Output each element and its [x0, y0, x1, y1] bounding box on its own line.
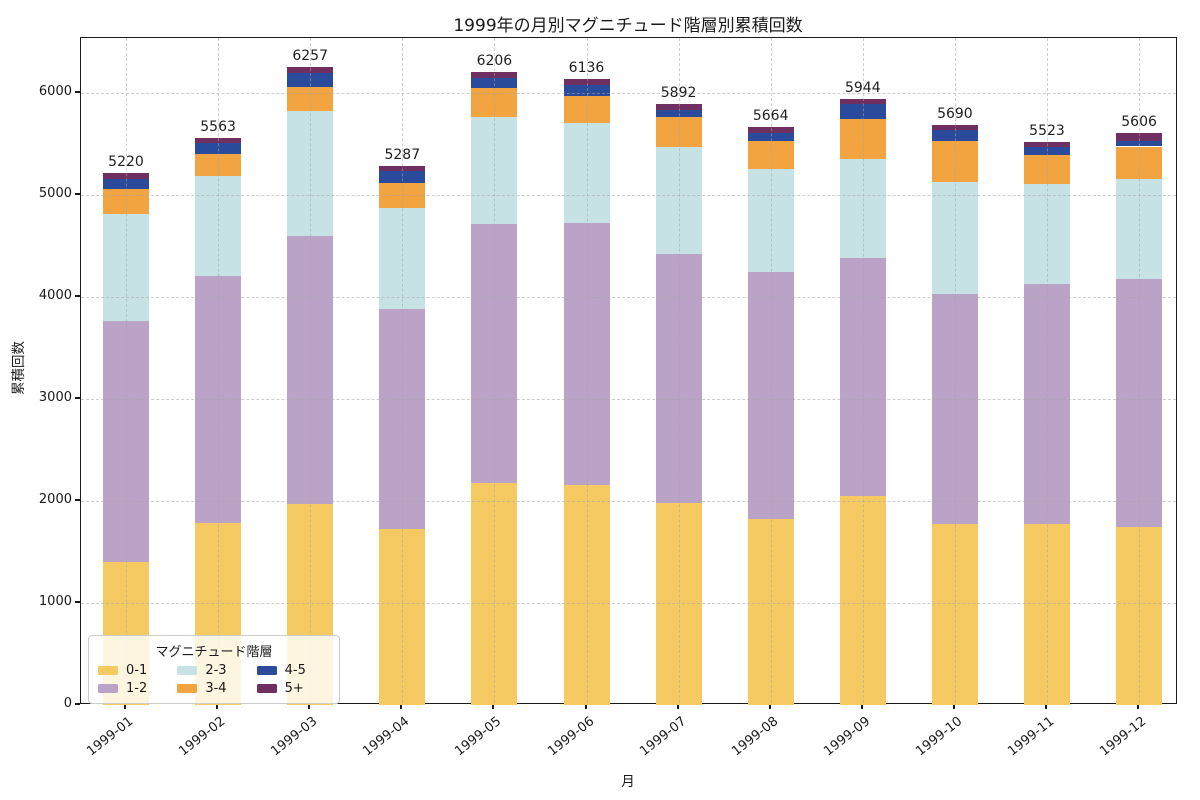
x-tick-mark	[1137, 704, 1140, 709]
x-tick-mark	[952, 704, 955, 709]
y-tick-label: 0	[63, 696, 72, 711]
legend-item-3-4: 3-4	[177, 681, 250, 696]
y-tick-label: 1000	[38, 594, 72, 609]
bar-total-label: 5892	[660, 85, 697, 102]
bar-total-label: 5944	[844, 79, 881, 96]
bar-total-label: 6136	[568, 60, 605, 77]
y-tick-mark	[75, 601, 80, 603]
legend-title: マグニチュード階層	[155, 645, 273, 660]
y-tick-mark	[75, 703, 80, 705]
legend-swatch-1-2	[98, 684, 118, 693]
legend-swatch-2-3	[177, 666, 198, 675]
y-tick-mark	[75, 91, 80, 94]
legend-swatch-3-4	[177, 684, 198, 693]
y-tick-label: 6000	[38, 84, 72, 100]
bar-total-label: 6206	[476, 53, 513, 70]
y-tick-mark	[75, 499, 80, 502]
y-tick-mark	[75, 397, 80, 400]
y-tick-mark	[75, 295, 80, 298]
legend-label-3-4: 3-4	[205, 681, 227, 696]
legend-swatch-5+	[256, 684, 277, 693]
bar-total-label: 5523	[1029, 122, 1065, 139]
legend-swatch-4-5	[256, 666, 277, 675]
legend-label-1-2: 1-2	[126, 681, 148, 696]
bar-total-label: 5606	[1121, 114, 1157, 131]
legend-item-2-3: 2-3	[177, 663, 250, 678]
x-tick-mark	[584, 704, 587, 709]
x-tick-mark	[400, 704, 403, 709]
x-tick-mark	[492, 704, 495, 709]
x-tick-mark	[1045, 704, 1047, 709]
y-tick-mark	[75, 193, 80, 196]
chart-title: 1999年の月別マグニチュード階層別累積回数	[453, 16, 803, 36]
legend-label-0-1: 0-1	[126, 663, 148, 678]
plot-area: 5220 5563 6257 5287 6206 6136 5892 5664 5944 5690…	[80, 37, 1177, 705]
x-tick-mark	[860, 704, 863, 709]
x-tick-mark	[768, 704, 771, 709]
legend-grid: 0-1 1-2 2-3 3-4 4-5 5+	[98, 663, 330, 696]
x-tick-mark	[308, 704, 311, 709]
y-tick-label: 3000	[38, 390, 72, 406]
legend-item-1-2: 1-2	[98, 681, 171, 696]
legend-swatch-0-1	[98, 666, 118, 675]
legend-item-5+: 5+	[256, 681, 330, 696]
x-tick-label: 1999-01	[84, 714, 137, 760]
legend-label-2-3: 2-3	[205, 663, 227, 678]
y-tick-label: 2000	[38, 492, 72, 508]
legend: マグニチュード階層 0-1 1-2 2-3 3-4 4-5 5+	[88, 635, 340, 704]
legend-label-5+: 5+	[284, 681, 304, 696]
x-tick-mark	[216, 704, 219, 709]
bar-total-label: 5563	[200, 118, 236, 135]
y-tick-label: 4000	[38, 288, 72, 304]
bar-total-label: 5690	[937, 105, 973, 122]
x-tick-mark	[676, 704, 679, 709]
x-axis-label: 月	[621, 774, 635, 790]
legend-label-4-5: 4-5	[284, 663, 306, 678]
x-tick-mark	[124, 704, 126, 709]
bar-total-label: 5287	[384, 146, 421, 163]
y-axis-label: 累積回数	[11, 341, 27, 395]
bar-total-label: 6257	[292, 47, 329, 64]
bar-totals-layer: 5220 5563 6257 5287 6206 6136 5892 5664 5944 5690…	[81, 38, 1176, 703]
bar-total-label: 5220	[108, 153, 144, 170]
bar-total-label: 5664	[752, 108, 789, 125]
y-tick-label: 5000	[38, 186, 72, 202]
legend-item-0-1: 0-1	[98, 663, 171, 678]
legend-item-4-5: 4-5	[256, 663, 330, 678]
